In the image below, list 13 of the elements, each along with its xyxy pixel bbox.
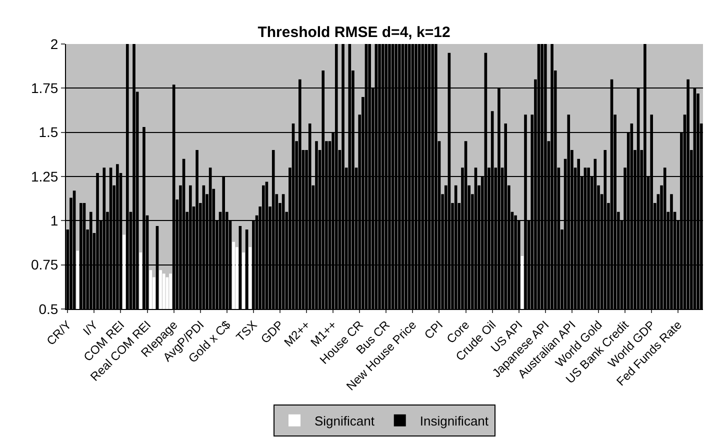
- y-tick-label: 1.75: [30, 80, 58, 96]
- y-tick-label: 0.5: [38, 300, 58, 317]
- y-tick-label: 0.75: [30, 256, 58, 273]
- x-tick-label: I/Y: [80, 318, 101, 338]
- y-tick-label: 2: [50, 36, 58, 52]
- y-tick-label: 1.5: [38, 124, 58, 140]
- chart-title: Threshold RMSE d=4, k=12: [258, 24, 450, 42]
- x-tick-label: CPI: [422, 318, 446, 342]
- y-tick-label: 1.25: [30, 168, 58, 184]
- x-tick-label: TSX: [233, 318, 260, 344]
- legend-label: Significant: [314, 413, 375, 428]
- y-tick-label: 1: [50, 212, 58, 229]
- legend-label: Insignificant: [420, 413, 489, 428]
